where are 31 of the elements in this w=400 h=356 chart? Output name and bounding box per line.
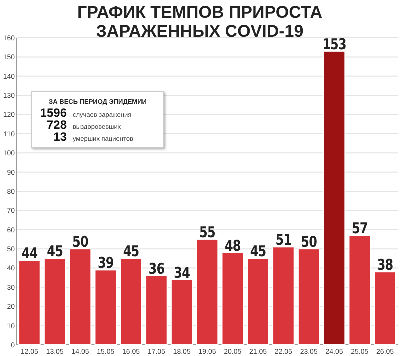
bar xyxy=(374,272,396,346)
bar xyxy=(247,258,270,346)
data-label: 36 xyxy=(148,260,165,278)
data-label: 48 xyxy=(224,238,241,256)
bar xyxy=(146,275,168,346)
data-label: 153 xyxy=(322,36,346,54)
bar xyxy=(272,246,295,346)
data-label: 57 xyxy=(352,220,368,238)
data-label: 50 xyxy=(72,234,88,252)
bar xyxy=(222,252,244,346)
bar xyxy=(298,248,320,346)
bar xyxy=(348,235,372,346)
data-label: 38 xyxy=(377,256,394,275)
data-label: 39 xyxy=(98,254,114,273)
bar xyxy=(69,248,92,346)
data-label: 45 xyxy=(123,243,140,262)
data-label: 44 xyxy=(22,245,38,263)
data-label: 50 xyxy=(301,234,318,252)
bar xyxy=(170,279,194,346)
bar xyxy=(323,50,346,346)
bar xyxy=(94,270,118,346)
bar xyxy=(44,258,66,346)
chart-title: ГРАФИК ТЕМПОВ ПРИРОСТА ЗАРАЖЕННЫХ COVID-19 xyxy=(77,3,323,41)
data-label: 51 xyxy=(276,232,292,250)
data-label: 55 xyxy=(200,224,216,242)
data-label: 34 xyxy=(174,264,190,282)
bar xyxy=(120,258,142,346)
data-label: 45 xyxy=(47,243,64,262)
bar xyxy=(196,238,219,346)
bar xyxy=(18,260,41,346)
data-label: 45 xyxy=(250,243,266,262)
